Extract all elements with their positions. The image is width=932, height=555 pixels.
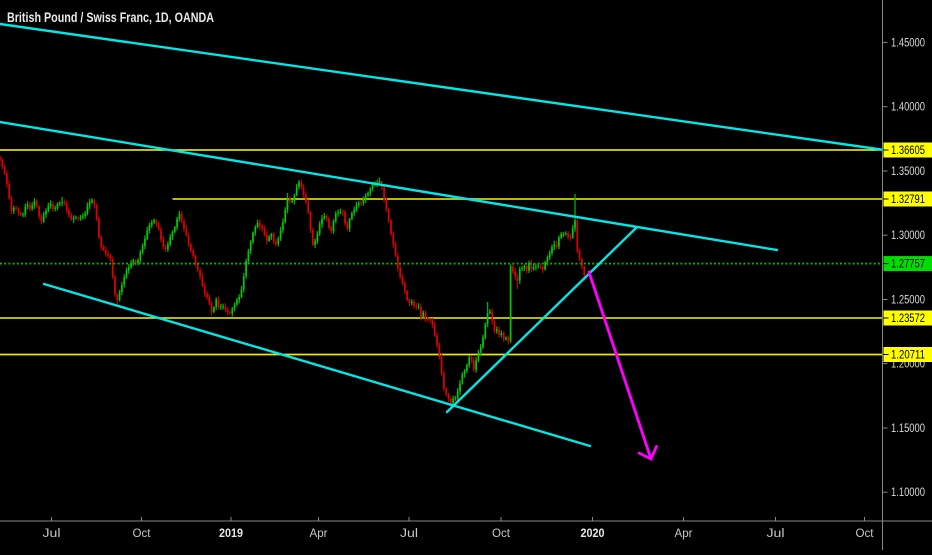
svg-text:Oct: Oct <box>856 528 875 540</box>
svg-text:2020: 2020 <box>581 528 605 540</box>
svg-text:1.23572: 1.23572 <box>891 313 925 325</box>
svg-text:Jul: Jul <box>400 528 418 540</box>
svg-text:1.10000: 1.10000 <box>891 487 925 499</box>
svg-text:1.40000: 1.40000 <box>891 102 925 114</box>
svg-text:1.45000: 1.45000 <box>891 37 925 49</box>
svg-text:Apr: Apr <box>310 528 328 540</box>
svg-text:British Pound / Swiss Franc, 1: British Pound / Swiss Franc, 1D, OANDA <box>7 9 214 25</box>
svg-text:Jul: Jul <box>767 528 785 540</box>
svg-text:1.25000: 1.25000 <box>891 295 925 307</box>
svg-text:1.30000: 1.30000 <box>891 230 925 242</box>
svg-text:1.32791: 1.32791 <box>891 194 925 206</box>
svg-text:1.35000: 1.35000 <box>891 166 925 178</box>
svg-text:1.27757: 1.27757 <box>891 259 925 271</box>
svg-text:Apr: Apr <box>675 528 693 540</box>
svg-text:1.15000: 1.15000 <box>891 423 925 435</box>
svg-text:Oct: Oct <box>492 528 511 540</box>
svg-text:Oct: Oct <box>133 528 152 540</box>
svg-text:1.36605: 1.36605 <box>891 145 925 157</box>
svg-text:Jul: Jul <box>43 528 61 540</box>
svg-text:1.20711: 1.20711 <box>891 350 925 362</box>
svg-text:2019: 2019 <box>219 528 243 540</box>
